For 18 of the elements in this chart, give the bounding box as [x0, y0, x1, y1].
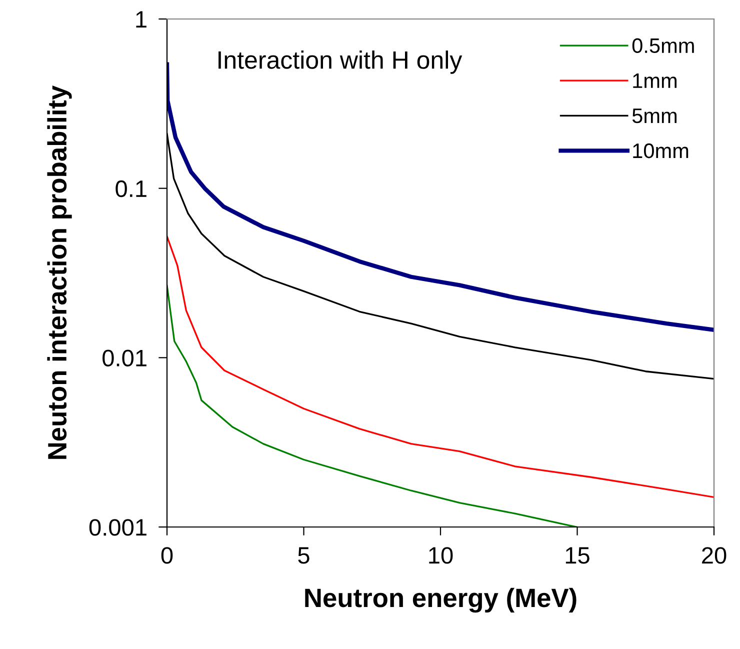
y-tick-label: 0.01 [102, 350, 146, 366]
x-tick-label: 10 [429, 547, 453, 564]
line-series [167, 284, 578, 527]
x-tick-label: 20 [702, 547, 726, 564]
line-series [167, 236, 714, 498]
x-tick-label: 0 [161, 547, 173, 564]
x-tick-label: 15 [566, 547, 590, 564]
y-tick-label: 0.001 [89, 519, 146, 536]
x-axis-title: Neutron energy (MeV) [305, 588, 576, 613]
x-tick-label: 5 [298, 547, 310, 564]
legend-label: 10mm [633, 143, 688, 158]
legend-label: 1mm [633, 74, 677, 88]
y-tick-label: 0.1 [116, 180, 146, 198]
y-tick-label: 1 [136, 11, 146, 28]
annotation: Interaction with H only [218, 50, 462, 74]
y-axis-title: Neuton interaction probability [47, 85, 72, 459]
legend-label: 0.5mm [632, 38, 694, 54]
legend-label: 5mm [632, 108, 677, 124]
